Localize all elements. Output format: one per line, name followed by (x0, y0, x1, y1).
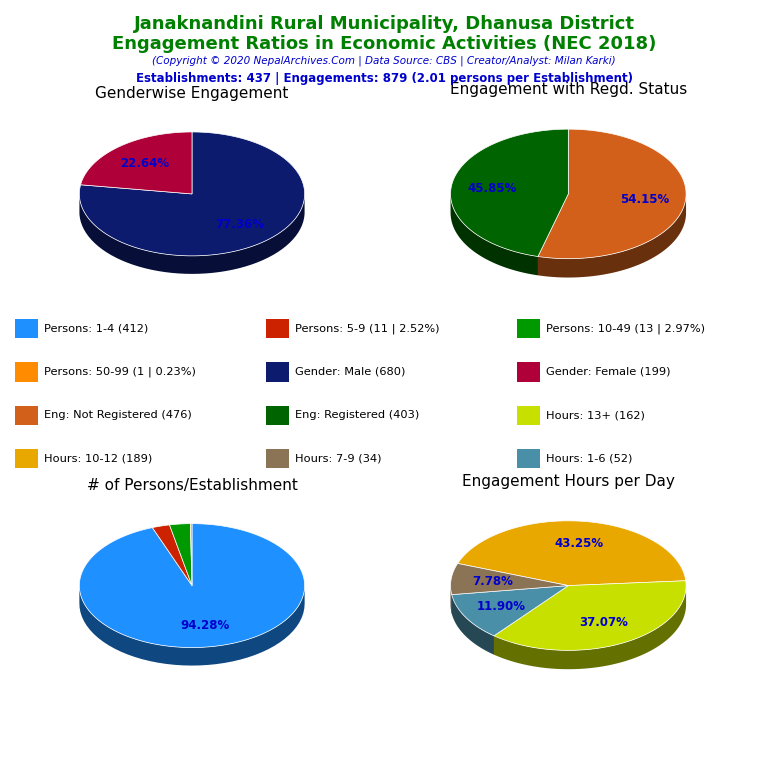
Polygon shape (451, 584, 452, 614)
Polygon shape (190, 524, 192, 585)
Title: Genderwise Engagement: Genderwise Engagement (95, 86, 289, 101)
Polygon shape (458, 521, 686, 585)
Text: 11.90%: 11.90% (477, 600, 526, 613)
Polygon shape (81, 132, 192, 194)
Text: Persons: 5-9 (11 | 2.52%): Persons: 5-9 (11 | 2.52%) (295, 323, 439, 334)
Title: # of Persons/Establishment: # of Persons/Establishment (87, 478, 297, 493)
Text: Janaknandini Rural Municipality, Dhanusa District: Janaknandini Rural Municipality, Dhanusa… (134, 15, 634, 33)
Text: (Copyright © 2020 NepalArchives.Com | Data Source: CBS | Creator/Analyst: Milan : (Copyright © 2020 NepalArchives.Com | Da… (152, 55, 616, 66)
Text: Persons: 1-4 (412): Persons: 1-4 (412) (44, 324, 148, 334)
Polygon shape (170, 524, 192, 585)
Text: 94.28%: 94.28% (180, 619, 230, 632)
Text: Eng: Registered (403): Eng: Registered (403) (295, 410, 419, 420)
Polygon shape (452, 585, 568, 636)
Bar (517, 319, 540, 339)
Text: 77.36%: 77.36% (215, 218, 264, 231)
Text: Engagement Ratios in Economic Activities (NEC 2018): Engagement Ratios in Economic Activities… (112, 35, 656, 52)
Text: Hours: 7-9 (34): Hours: 7-9 (34) (295, 453, 381, 463)
Text: 54.15%: 54.15% (620, 193, 669, 206)
Text: Hours: 10-12 (189): Hours: 10-12 (189) (44, 453, 152, 463)
Polygon shape (494, 581, 686, 650)
Text: 7.78%: 7.78% (472, 574, 512, 588)
Title: Engagement with Regd. Status: Engagement with Regd. Status (450, 82, 687, 98)
Text: Persons: 50-99 (1 | 0.23%): Persons: 50-99 (1 | 0.23%) (44, 367, 196, 377)
Polygon shape (451, 129, 568, 257)
Text: Persons: 10-49 (13 | 2.97%): Persons: 10-49 (13 | 2.97%) (545, 323, 704, 334)
Text: Gender: Male (680): Gender: Male (680) (295, 367, 405, 377)
Bar (517, 406, 540, 425)
Bar (517, 362, 540, 382)
Bar (15, 449, 38, 468)
Bar (15, 319, 38, 339)
Polygon shape (152, 525, 192, 585)
Polygon shape (494, 584, 686, 669)
Polygon shape (79, 524, 305, 647)
Text: 43.25%: 43.25% (554, 538, 604, 551)
Polygon shape (452, 585, 568, 614)
Polygon shape (494, 585, 568, 654)
Bar (266, 406, 289, 425)
Polygon shape (79, 132, 305, 256)
Bar (15, 362, 38, 382)
Text: Hours: 13+ (162): Hours: 13+ (162) (545, 410, 644, 420)
Bar (266, 362, 289, 382)
Bar (517, 449, 540, 468)
Bar (15, 406, 38, 425)
Polygon shape (538, 129, 686, 259)
Polygon shape (452, 585, 568, 614)
Polygon shape (79, 585, 305, 666)
Polygon shape (538, 195, 686, 277)
Polygon shape (538, 194, 568, 276)
Text: 37.07%: 37.07% (579, 617, 628, 630)
Text: 45.85%: 45.85% (468, 182, 517, 195)
Polygon shape (79, 196, 305, 274)
Text: Hours: 1-6 (52): Hours: 1-6 (52) (545, 453, 632, 463)
Polygon shape (494, 585, 568, 654)
Polygon shape (538, 194, 568, 276)
Polygon shape (451, 194, 538, 276)
Text: Eng: Not Registered (476): Eng: Not Registered (476) (44, 410, 191, 420)
Text: Establishments: 437 | Engagements: 879 (2.01 persons per Establishment): Establishments: 437 | Engagements: 879 (… (135, 72, 633, 85)
Bar (266, 449, 289, 468)
Text: 22.64%: 22.64% (120, 157, 169, 170)
Title: Engagement Hours per Day: Engagement Hours per Day (462, 474, 675, 489)
Polygon shape (451, 564, 568, 594)
Bar (266, 319, 289, 339)
Text: Gender: Female (199): Gender: Female (199) (545, 367, 670, 377)
Polygon shape (452, 594, 494, 654)
